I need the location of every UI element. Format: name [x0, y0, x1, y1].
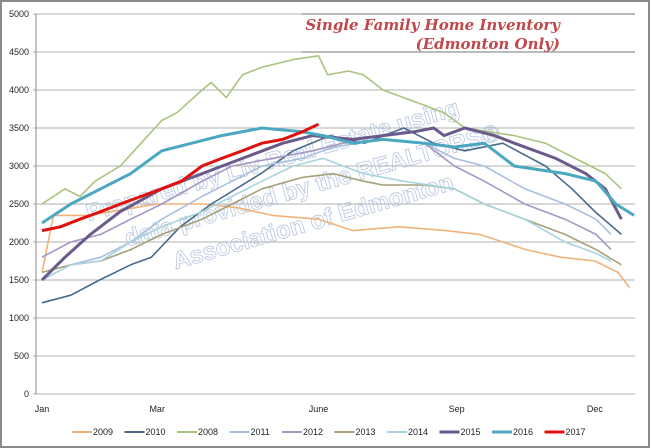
chart-title: Single Family Home Inventory [305, 16, 561, 34]
legend-label: 2013 [356, 427, 376, 437]
series-line-2008 [41, 54, 622, 205]
y-tick-label: 3500 [9, 123, 29, 133]
legend: 2009 2010 2008 2011 2012 2013 2014 2015 2016 2017 [72, 427, 586, 437]
x-axis-ticks: Jan Mar June Sep Dec [35, 404, 604, 414]
y-tick-label: 3000 [9, 161, 29, 171]
series-line-2014 [41, 157, 612, 281]
y-tick-label: 2000 [9, 237, 29, 247]
x-tick-label: Jan [35, 404, 50, 414]
y-tick-label: 2500 [9, 199, 29, 209]
y-tick-label: 5000 [9, 9, 29, 19]
series-line-2012 [41, 138, 612, 258]
legend-label: 2011 [251, 427, 270, 437]
y-tick-label: 0 [24, 389, 29, 399]
series-lines [40, 54, 635, 304]
x-tick-label: June [309, 404, 329, 414]
legend-label: 2014 [408, 427, 428, 437]
title-box [302, 14, 635, 52]
series-line-2010 [41, 127, 622, 304]
legend-label: 2010 [146, 427, 166, 437]
y-tick-label: 1000 [9, 313, 29, 323]
chart-subtitle: (Edmonton Only) [416, 35, 560, 53]
x-tick-label: Dec [587, 404, 604, 414]
legend-label: 2012 [303, 427, 323, 437]
legend-label: 2017 [566, 427, 586, 437]
y-tick-label: 4500 [9, 47, 29, 57]
series-line-2016 [41, 126, 635, 225]
series-line-2017 [41, 122, 320, 233]
series-line-2015 [40, 126, 623, 282]
legend-label: 2009 [93, 427, 113, 437]
x-tick-label: Sep [449, 404, 465, 414]
y-tick-label: 500 [14, 351, 29, 361]
legend-label: 2008 [198, 427, 218, 437]
y-axis-ticks: 0 500 1000 1500 2000 2500 3000 3500 4000 4500 5000 [9, 9, 29, 399]
y-tick-label: 4000 [9, 85, 29, 95]
legend-label: 2016 [513, 427, 533, 437]
legend-label: 2015 [461, 427, 481, 437]
x-tick-label: Mar [149, 404, 165, 414]
y-tick-label: 1500 [9, 275, 29, 285]
